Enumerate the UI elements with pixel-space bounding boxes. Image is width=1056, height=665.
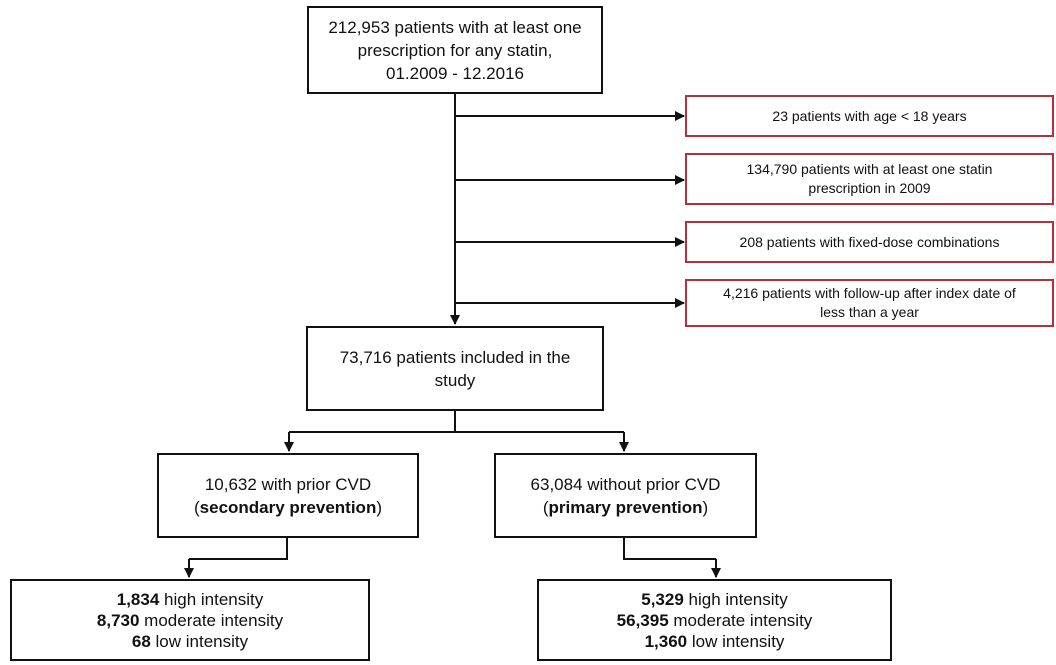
intensity-high: 1,834 high intensity [116, 589, 264, 609]
exclusion-text: 134,790 patients with at least one stati… [746, 161, 993, 177]
secondary-prevention-box: 10,632 with prior CVD (secondary prevent… [157, 453, 419, 538]
exclusion-text: 4,216 patients with follow-up after inde… [723, 285, 1016, 301]
secondary-intensity-box: 1,834 high intensity 8,730 moderate inte… [10, 579, 370, 661]
intensity-low: 1,360 low intensity [644, 631, 785, 651]
secondary-label: (secondary prevention) [193, 497, 382, 517]
primary-prevention-box: 63,084 without prior CVD (primary preven… [494, 453, 757, 538]
exclusion-text: 23 patients with age < 18 years [772, 107, 967, 124]
secondary-count: 10,632 with prior CVD [204, 474, 372, 494]
intensity-moderate: 56,395 moderate intensity [616, 610, 813, 630]
left-lower-connector [189, 537, 288, 560]
exclusion-text: 208 patients with fixed-dose combination… [739, 233, 1000, 250]
exclusion-box-age: 23 patients with age < 18 years [685, 95, 1054, 137]
primary-intensity-box: 5,329 high intensity 56,395 moderate int… [537, 579, 892, 661]
start-line-1: 212,953 patients with at least one [328, 17, 582, 37]
included-line-2: study [434, 370, 476, 390]
start-line-2: prescription for any statin, [357, 40, 553, 60]
intensity-high: 5,329 high intensity [641, 589, 788, 609]
start-line-3: 01.2009 - 12.2016 [385, 63, 524, 83]
intensity-low: 68 low intensity [131, 631, 249, 651]
exclusion-text: less than a year [820, 304, 919, 320]
exclusion-box-prescription-2009: 134,790 patients with at least one stati… [685, 153, 1054, 205]
exclusion-box-fixed-dose: 208 patients with fixed-dose combination… [685, 221, 1054, 263]
primary-count: 63,084 without prior CVD [530, 474, 721, 494]
exclusion-box-follow-up: 4,216 patients with follow-up after inde… [685, 279, 1054, 327]
included-box: 73,716 patients included in the study [306, 326, 604, 411]
exclusion-text: prescription in 2009 [808, 180, 931, 196]
right-lower-connector [623, 537, 716, 560]
included-line-1: 73,716 patients included in the [339, 347, 571, 367]
intensity-moderate: 8,730 moderate intensity [96, 610, 284, 630]
start-box: 212,953 patients with at least one presc… [307, 6, 603, 94]
primary-label: (primary prevention) [542, 497, 709, 517]
